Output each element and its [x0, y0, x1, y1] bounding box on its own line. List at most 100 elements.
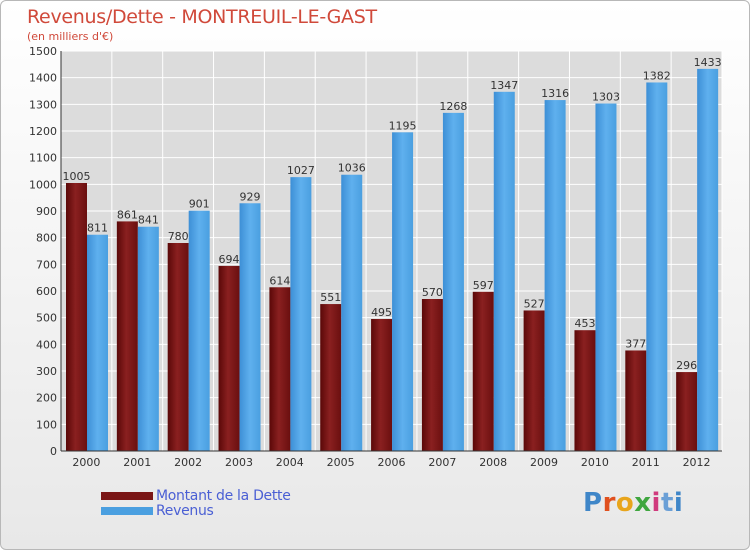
bar-dette [116, 221, 138, 451]
data-label-dette: 861 [117, 208, 138, 221]
logo-letter: t [660, 488, 674, 518]
x-tick-label: 2011 [632, 456, 660, 469]
legend-swatch-dette [101, 491, 153, 500]
x-tick-label: 2008 [479, 456, 507, 469]
legend-label-revenus: Revenus [156, 502, 214, 519]
data-label-revenus: 1433 [694, 56, 722, 69]
data-label-dette: 570 [422, 286, 443, 299]
x-tick-label: 2001 [123, 456, 151, 469]
bar-dette [676, 372, 698, 451]
y-tick-label: 700 [36, 258, 57, 271]
chart-subtitle: (en milliers d'€) [27, 30, 114, 43]
x-tick-label: 2004 [276, 456, 304, 469]
bar-dette [218, 265, 240, 451]
data-label-revenus: 929 [240, 190, 261, 203]
y-tick-label: 500 [36, 312, 57, 325]
bar-revenus [442, 112, 464, 451]
x-tick-label: 2007 [428, 456, 456, 469]
data-label-dette: 614 [269, 274, 290, 287]
y-tick-label: 100 [36, 418, 57, 431]
x-tick-label: 2010 [581, 456, 609, 469]
logo-letter: x [634, 488, 652, 518]
data-label-revenus: 1347 [490, 79, 518, 92]
logo-letter: i [673, 488, 684, 518]
data-label-dette: 296 [676, 359, 697, 372]
data-label-revenus: 901 [189, 198, 210, 211]
y-tick-label: 1200 [29, 125, 57, 138]
bar-revenus [697, 68, 719, 451]
data-label-revenus: 1195 [389, 119, 417, 132]
bar-revenus [646, 82, 668, 451]
data-label-revenus: 811 [87, 222, 108, 235]
data-label-revenus: 1303 [592, 91, 620, 104]
y-tick-label: 1100 [29, 152, 57, 165]
x-tick-label: 2006 [378, 456, 406, 469]
x-tick-label: 2003 [225, 456, 253, 469]
y-tick-label: 1300 [29, 98, 57, 111]
data-label-revenus: 1382 [643, 69, 671, 82]
bar-dette [625, 350, 647, 451]
bar-revenus [239, 203, 261, 451]
data-label-dette: 694 [219, 253, 240, 266]
y-tick-label: 400 [36, 338, 57, 351]
logo-letter: o [615, 488, 635, 518]
bar-dette [167, 243, 189, 451]
legend-label-dette: Montant de la Dette [156, 487, 291, 504]
data-label-dette: 377 [625, 337, 646, 350]
x-tick-label: 2009 [530, 456, 558, 469]
x-tick-label: 2002 [174, 456, 202, 469]
bar-revenus [392, 132, 414, 452]
bar-revenus [137, 226, 159, 451]
y-tick-label: 1000 [29, 178, 57, 191]
logo-letter: r [602, 488, 616, 518]
bar-dette [320, 304, 342, 451]
bar-revenus [341, 174, 363, 451]
y-tick-label: 800 [36, 232, 57, 245]
bar-dette [421, 299, 443, 451]
legend: Montant de la Dette Revenus [101, 487, 291, 519]
chart-title: Revenus/Dette - MONTREUIL-LE-GAST [27, 6, 377, 28]
bar-dette [269, 287, 291, 451]
proxiti-logo: Proxiti [583, 488, 683, 518]
x-tick-label: 2005 [327, 456, 355, 469]
bar-dette [523, 310, 545, 451]
data-label-revenus: 1027 [287, 164, 315, 177]
logo-letter: i [651, 488, 661, 518]
bar-dette [574, 330, 596, 451]
data-label-revenus: 1268 [439, 100, 467, 113]
data-label-dette: 453 [574, 317, 595, 330]
data-label-revenus: 841 [138, 214, 159, 227]
x-tick-label: 2000 [72, 456, 100, 469]
data-label-revenus: 1316 [541, 87, 569, 100]
data-label-dette: 527 [524, 297, 545, 310]
data-label-dette: 780 [168, 230, 189, 243]
bar-revenus [595, 103, 617, 452]
x-tick-label: 2012 [683, 456, 711, 469]
data-label-dette: 597 [473, 279, 494, 292]
bar-revenus [87, 234, 108, 451]
y-tick-label: 300 [36, 365, 57, 378]
y-tick-label: 900 [36, 205, 57, 218]
y-tick-label: 1500 [29, 45, 57, 58]
y-tick-label: 600 [36, 285, 57, 298]
legend-swatch-revenus [101, 506, 153, 515]
bar-dette [66, 183, 87, 451]
y-tick-label: 200 [36, 392, 57, 405]
y-tick-label: 0 [50, 445, 57, 458]
data-label-revenus: 1036 [338, 162, 366, 175]
legend-item-revenus: Revenus [101, 502, 291, 519]
data-label-dette: 551 [320, 291, 341, 304]
bar-dette [371, 319, 393, 451]
bar-dette [472, 291, 494, 451]
bar-revenus [188, 210, 210, 451]
bar-revenus [290, 177, 312, 451]
legend-item-dette: Montant de la Dette [101, 487, 291, 504]
logo-letter: P [583, 488, 603, 518]
bar-revenus [544, 100, 566, 452]
y-tick-label: 1400 [29, 72, 57, 85]
data-label-dette: 495 [371, 306, 392, 319]
bar-revenus [493, 91, 515, 452]
data-label-dette: 1005 [63, 170, 91, 183]
